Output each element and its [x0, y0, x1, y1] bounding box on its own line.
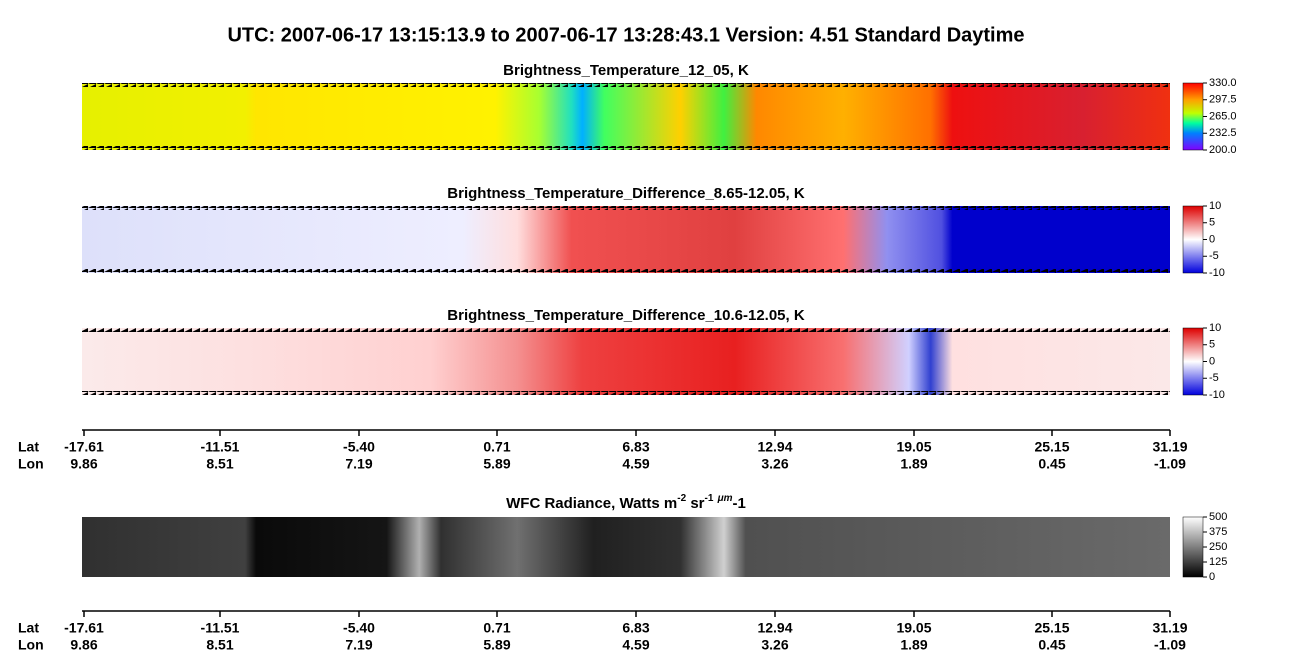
scan-edge	[82, 83, 1170, 87]
lon-label: 1.89	[900, 637, 927, 653]
panel-title: WFC Radiance, Watts m-2 sr-1 μm-1	[506, 493, 746, 512]
lon-label: -1.09	[1154, 456, 1186, 472]
lon-label: 8.51	[206, 456, 233, 472]
lon-label: 3.26	[761, 456, 788, 472]
scan-edge	[82, 391, 1170, 395]
colorbar	[1182, 82, 1204, 151]
lon-label: 9.86	[70, 456, 97, 472]
colorbar-label: -10	[1209, 389, 1225, 401]
lon-label: 1.89	[900, 456, 927, 472]
lon-label: 8.51	[206, 637, 233, 653]
lat-label: -11.51	[201, 620, 240, 636]
heatmap	[82, 328, 1170, 395]
lat-label: 31.19	[1152, 439, 1187, 455]
panel-title: Brightness_Temperature_Difference_10.6-1…	[447, 307, 805, 324]
colorbar-label: 10	[1209, 322, 1221, 334]
lat-label: 12.94	[757, 439, 792, 455]
lon-label: 4.59	[622, 456, 649, 472]
colorbar-label: 375	[1209, 526, 1227, 538]
lon-label: -1.09	[1154, 637, 1186, 653]
title-part: μm	[717, 493, 733, 504]
row-label: Lon	[18, 637, 44, 653]
lat-label: -5.40	[343, 620, 375, 636]
lat-label: 6.83	[622, 439, 649, 455]
lat-label: 19.05	[896, 620, 931, 636]
lat-label: 19.05	[896, 439, 931, 455]
colorbar-label: 500	[1209, 511, 1227, 523]
panel-title: Brightness_Temperature_Difference_8.65-1…	[447, 185, 805, 202]
lat-label: -17.61	[64, 620, 104, 636]
scan-edge	[82, 206, 1170, 210]
lon-label: 4.59	[622, 637, 649, 653]
lon-label: 3.26	[761, 637, 788, 653]
colorbar-label: 5	[1209, 339, 1215, 351]
lat-label: 6.83	[622, 620, 649, 636]
lat-label: 12.94	[757, 620, 792, 636]
scan-edge	[82, 269, 1170, 273]
colorbar-label: -10	[1209, 267, 1225, 279]
lon-label: 0.45	[1038, 637, 1065, 653]
lat-label: -11.51	[201, 439, 240, 455]
title-part: WFC Radiance, Watts m	[506, 495, 677, 512]
colorbar-label: -5	[1209, 250, 1219, 262]
lat-label: 31.19	[1152, 620, 1187, 636]
colorbar-label: 0	[1209, 355, 1215, 367]
colorbar-label: 5	[1209, 217, 1215, 229]
colorbar-label: 0	[1209, 571, 1215, 583]
lon-label: 7.19	[345, 456, 372, 472]
colorbar-label: 10	[1209, 200, 1221, 212]
row-label: Lon	[18, 456, 44, 472]
colorbar-label: 265.0	[1209, 110, 1237, 122]
heatmap	[82, 206, 1170, 273]
colorbar	[1182, 327, 1204, 396]
colorbar-label: -5	[1209, 372, 1219, 384]
colorbar	[1182, 516, 1204, 578]
lon-label: 5.89	[483, 456, 510, 472]
title-part: sr	[686, 495, 705, 512]
colorbar-label: 250	[1209, 541, 1227, 553]
page-title: UTC: 2007-06-17 13:15:13.9 to 2007-06-17…	[227, 24, 1024, 46]
colorbar	[1182, 205, 1204, 274]
row-label: Lat	[18, 620, 39, 636]
panel-title: Brightness_Temperature_12_05, K	[503, 62, 749, 79]
colorbar-label: 200.0	[1209, 144, 1237, 156]
heatmap	[82, 83, 1170, 150]
lat-label: 25.15	[1034, 439, 1069, 455]
lat-label: 0.71	[483, 439, 510, 455]
scan-edge	[82, 328, 1170, 332]
scan-edge	[82, 146, 1170, 150]
lat-label: -5.40	[343, 439, 375, 455]
lon-label: 9.86	[70, 637, 97, 653]
row-label: Lat	[18, 439, 39, 455]
title-part: -1	[733, 495, 746, 512]
lon-label: 5.89	[483, 637, 510, 653]
colorbar-label: 125	[1209, 556, 1227, 568]
image	[82, 517, 1170, 577]
lat-label: -17.61	[64, 439, 104, 455]
title-part: -2	[677, 493, 686, 504]
lon-label: 0.45	[1038, 456, 1065, 472]
lat-label: 0.71	[483, 620, 510, 636]
lon-label: 7.19	[345, 637, 372, 653]
colorbar-label: 330.0	[1209, 77, 1237, 89]
lat-label: 25.15	[1034, 620, 1069, 636]
colorbar-label: 0	[1209, 233, 1215, 245]
colorbar-label: 297.5	[1209, 94, 1237, 106]
colorbar-label: 232.5	[1209, 127, 1237, 139]
title-part: -1	[705, 493, 714, 504]
